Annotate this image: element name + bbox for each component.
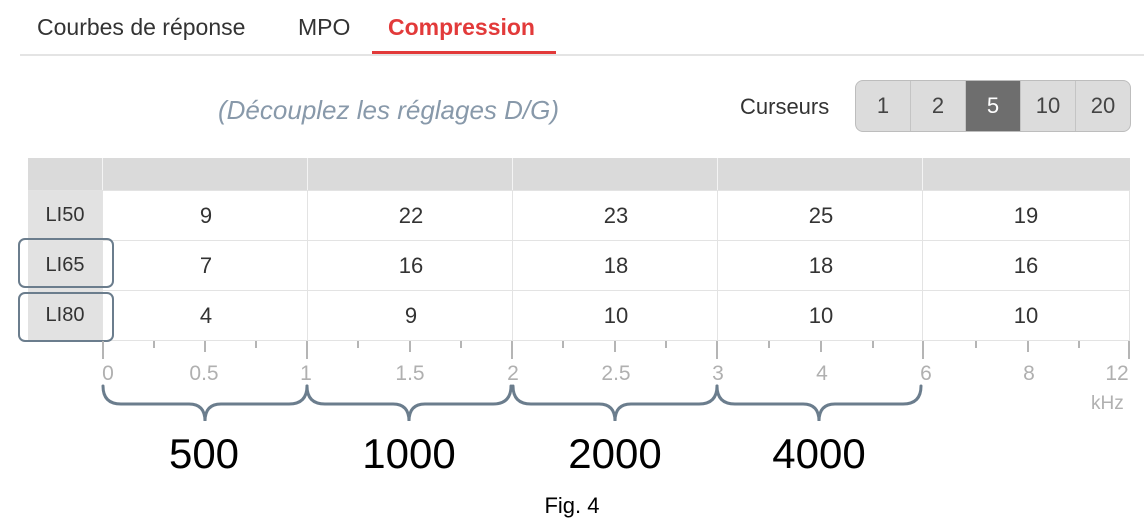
header-divider (922, 158, 923, 190)
axis-unit-label: kHz (1091, 393, 1124, 414)
header-divider (102, 158, 103, 190)
axis-tick-label: 12 (1105, 362, 1129, 385)
header-divider (512, 158, 513, 190)
tab-mpo[interactable]: MPO (298, 14, 351, 40)
gain-cell[interactable]: 25 (808, 202, 834, 228)
gain-cell[interactable]: 18 (603, 252, 629, 278)
axis-minor-tick (409, 341, 411, 352)
axis-minor-tick (255, 341, 257, 348)
decouple-hint: (Découplez les réglages D/G) (218, 95, 560, 125)
row-divider (28, 290, 1130, 291)
gain-cell[interactable]: 4 (199, 302, 213, 328)
cursors-label: Curseurs (740, 94, 830, 119)
tab-courbes-de-reponse[interactable]: Courbes de réponse (37, 14, 246, 40)
column-divider (102, 190, 103, 340)
axis-minor-tick (614, 341, 616, 352)
axis-tick-label: 4 (816, 362, 828, 385)
cursors-selector: 1 2 5 10 20 (855, 80, 1131, 132)
band-label-1000: 1000 (362, 430, 456, 477)
axis-minor-tick (820, 341, 822, 352)
axis-major-tick (511, 341, 513, 359)
row-label-li50: LI50 (28, 191, 102, 240)
axis-major-tick (1128, 341, 1130, 359)
band-brace-4000 (715, 384, 923, 422)
cursor-option-1[interactable]: 1 (856, 81, 911, 131)
row-divider (28, 190, 1130, 191)
band-brace-2000 (511, 384, 719, 422)
axis-minor-tick (460, 341, 462, 348)
gain-cell[interactable]: 18 (808, 252, 834, 278)
active-tab-indicator (372, 51, 556, 54)
gain-cell[interactable]: 9 (199, 202, 213, 228)
band-label-500: 500 (168, 430, 240, 477)
axis-minor-tick (562, 341, 564, 348)
axis-minor-tick (768, 341, 770, 348)
row-label-li80: LI80 (28, 291, 102, 340)
gain-cell[interactable]: 10 (808, 302, 834, 328)
axis-major-tick (306, 341, 308, 359)
axis-minor-tick (975, 341, 977, 348)
cursor-option-10[interactable]: 10 (1021, 81, 1076, 131)
axis-tick-label: 1.5 (395, 362, 425, 385)
axis-tick-label: 6 (920, 362, 932, 385)
header-divider (307, 158, 308, 190)
band-brace-1000 (305, 384, 513, 422)
column-divider (1129, 190, 1130, 340)
tab-bar: Courbes de réponse MPO Compression (20, 0, 1144, 56)
axis-tick-label: 1 (300, 362, 312, 385)
axis-tick-label: 3 (712, 362, 724, 385)
cursor-option-5[interactable]: 5 (966, 81, 1021, 131)
column-divider (922, 190, 923, 340)
cursor-option-20[interactable]: 20 (1090, 93, 1116, 118)
header-divider (717, 158, 718, 190)
axis-minor-tick (1027, 341, 1029, 352)
gain-cell[interactable]: 9 (404, 302, 418, 328)
axis-tick-label: 0 (102, 362, 114, 385)
highlight-box-li65 (18, 238, 114, 288)
axis-minor-tick (1078, 341, 1080, 348)
gain-cell[interactable]: 16 (398, 252, 424, 278)
band-label-4000: 4000 (772, 430, 866, 477)
axis-minor-tick (872, 341, 874, 348)
axis-minor-tick (153, 341, 155, 348)
row-divider (28, 340, 1130, 341)
figure-caption: Fig. 4 (544, 493, 600, 518)
axis-tick-label: 0.5 (189, 362, 219, 385)
gain-cell[interactable]: 22 (398, 202, 424, 228)
cursor-option-2[interactable]: 2 (911, 81, 966, 131)
column-divider (307, 190, 308, 340)
gain-cell[interactable]: 19 (1013, 202, 1039, 228)
tab-compression[interactable]: Compression (388, 14, 535, 40)
table-header (28, 158, 1130, 190)
axis-minor-tick (665, 341, 667, 348)
axis-major-tick (102, 341, 104, 359)
axis-minor-tick (204, 341, 206, 352)
axis-tick-label: 8 (1023, 362, 1035, 385)
band-brace-500 (101, 384, 309, 422)
highlight-box-li80 (18, 292, 114, 342)
axis-major-tick (922, 341, 924, 359)
gain-cell[interactable]: 16 (1013, 252, 1039, 278)
column-divider (717, 190, 718, 340)
gain-cell[interactable]: 7 (199, 252, 213, 278)
gain-cell[interactable]: 10 (1013, 302, 1039, 328)
axis-tick-label: 2.5 (601, 362, 631, 385)
gain-cell[interactable]: 10 (603, 302, 629, 328)
axis-major-tick (716, 341, 718, 359)
axis-minor-tick (357, 341, 359, 348)
axis-tick-label: 2 (507, 362, 519, 385)
band-label-2000: 2000 (568, 430, 662, 477)
row-divider (28, 240, 1130, 241)
column-divider (512, 190, 513, 340)
gain-cell[interactable]: 23 (603, 202, 629, 228)
row-label-li65: LI65 (28, 241, 102, 290)
